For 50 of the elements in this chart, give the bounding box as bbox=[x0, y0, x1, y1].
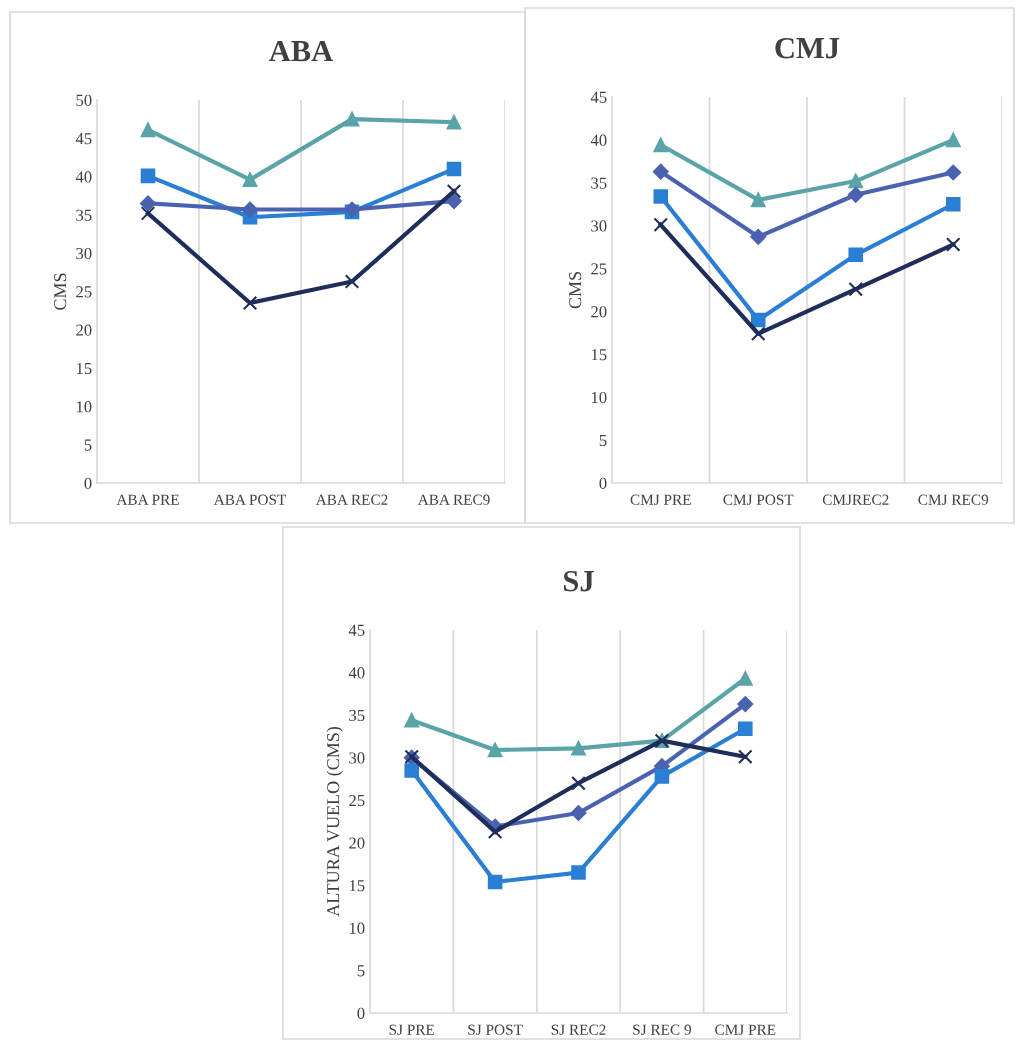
y-tick-label: 30 bbox=[591, 220, 607, 232]
y-tick-label: 5 bbox=[357, 965, 365, 977]
y-axis-title: CMS bbox=[569, 272, 582, 309]
x-tick-label: CMJ PRE bbox=[715, 1024, 776, 1035]
y-tick-label: 50 bbox=[76, 94, 92, 106]
y-tick-label: 35 bbox=[349, 709, 365, 722]
chart-title: SJ bbox=[563, 570, 594, 592]
x-tick-label: CMJREC2 bbox=[822, 494, 889, 505]
x-tick-label: SJ POST bbox=[468, 1024, 523, 1035]
y-tick-label: 10 bbox=[349, 922, 365, 934]
y-tick-label: 45 bbox=[348, 624, 365, 636]
x-tick-label: SJ PRE bbox=[389, 1024, 435, 1035]
y-tick-label: 40 bbox=[75, 171, 92, 183]
y-tick-label: 20 bbox=[591, 306, 607, 318]
y-tick-label: 45 bbox=[75, 133, 92, 145]
y-tick-label: 15 bbox=[349, 880, 365, 892]
x-tick-label: ABA PRE bbox=[116, 494, 179, 505]
y-tick-label: 45 bbox=[590, 91, 607, 103]
x-tick-label: ABA POST bbox=[213, 494, 287, 505]
x-tick-label: ABA REC9 bbox=[417, 494, 490, 505]
y-tick-label: 30 bbox=[349, 752, 365, 764]
y-tick-label: 0 bbox=[357, 1007, 365, 1019]
y-tick-label: 5 bbox=[599, 434, 607, 447]
x-tick-label: ABA REC2 bbox=[315, 494, 388, 505]
y-tick-label: 25 bbox=[591, 263, 607, 275]
y-tick-label: 30 bbox=[76, 247, 92, 260]
y-axis-title: ALTURA VUELO (CMS) bbox=[326, 726, 343, 917]
y-tick-label: 40 bbox=[348, 667, 365, 679]
chart-title: CMJ bbox=[775, 37, 840, 59]
chart-title: ABA bbox=[269, 40, 334, 62]
y-tick-label: 10 bbox=[76, 401, 92, 413]
y-tick-label: 25 bbox=[76, 286, 92, 298]
x-tick-label: CMJ PRE bbox=[630, 494, 691, 505]
x-tick-label: CMJ POST bbox=[723, 494, 794, 505]
y-tick-label: 40 bbox=[590, 134, 607, 146]
y-tick-label: 20 bbox=[76, 324, 92, 336]
x-tick-label: SJ REC 9 bbox=[633, 1024, 691, 1035]
y-tick-label: 35 bbox=[591, 177, 607, 189]
y-tick-label: 35 bbox=[76, 209, 92, 221]
y-tick-label: 5 bbox=[84, 439, 92, 451]
y-tick-label: 0 bbox=[84, 477, 92, 489]
y-tick-label: 0 bbox=[599, 477, 607, 489]
y-axis-title: CMS bbox=[54, 273, 67, 310]
y-tick-label: 20 bbox=[349, 837, 365, 849]
x-tick-label: SJ REC2 bbox=[551, 1024, 606, 1035]
y-tick-label: 15 bbox=[76, 362, 92, 375]
y-tick-label: 10 bbox=[591, 391, 607, 404]
y-tick-label: 25 bbox=[349, 794, 365, 807]
y-tick-label: 15 bbox=[591, 349, 607, 361]
x-tick-label: CMJ REC9 bbox=[918, 494, 989, 505]
